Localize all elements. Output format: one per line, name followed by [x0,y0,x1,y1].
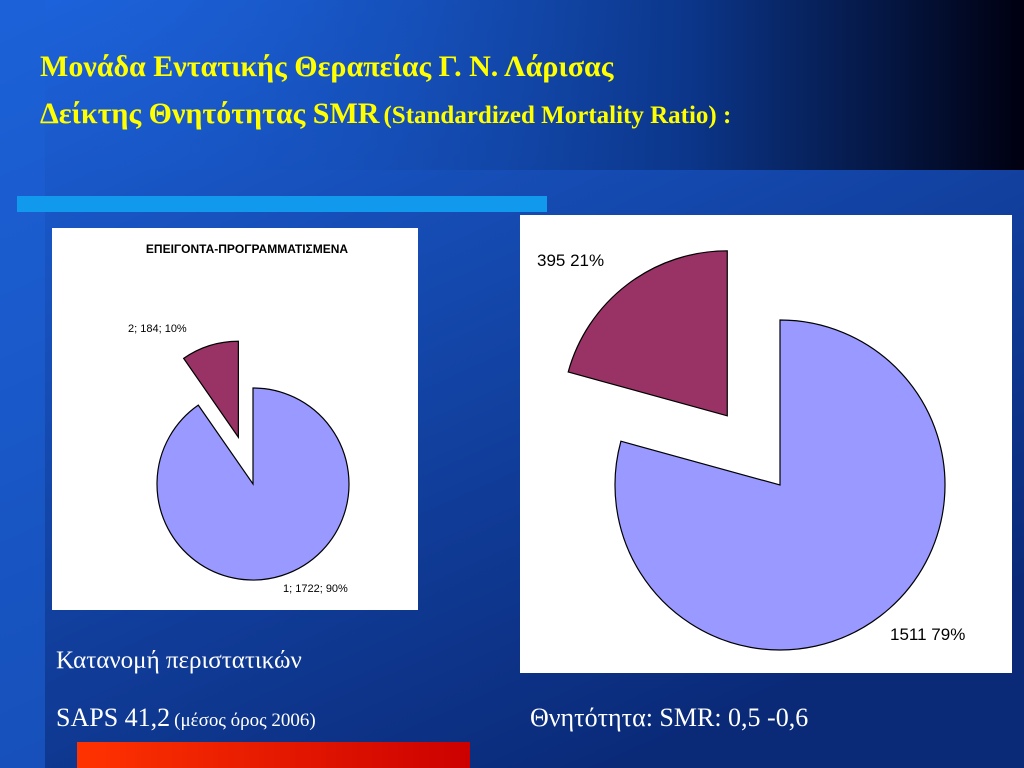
data-label: 2; 184; 10% [128,323,187,335]
pie-slice [156,387,350,581]
pie-slice [567,250,728,417]
caption-main: SAPS 41,2 [56,703,170,732]
caption: SAPS 41,2 (μέσος όρος 2006) [56,703,316,732]
title-band [85,0,1024,170]
left-strip [0,0,45,768]
subtitle-note: (Standardized Mortality Ratio) : [383,102,731,129]
data-label: 1511 79% [890,625,965,644]
charts: ΕΠΕΙΓΟΝΤΑ-ΠΡΟΓΡΑΜΜΑΤΙΣΜΕΝΑ 1; 1722; 90% 2;… [128,242,965,651]
caption: Κατανομή περιστατικών [56,647,302,674]
subtitle-main: Δείκτης Θνητότητας SMR [40,97,380,130]
slide-title: Μονάδα Εντατικής Θεραπείας Γ. Ν. Λάρισας [40,50,614,83]
accent-bar [17,196,547,212]
caption: Θνητότητα: SMR: 0,5 -0,6 [530,703,808,732]
pie-slice [614,319,946,651]
data-label: 1; 1722; 90% [283,583,348,595]
pie-slice [182,340,239,440]
caption-note: (μέσος όρος 2006) [174,710,316,731]
data-label: 395 21% [537,251,604,270]
slide-subtitle: Δείκτης Θνητότητας SMR (Standardized Mor… [40,97,731,130]
accent-bar-bottom [77,742,470,768]
chart-title: ΕΠΕΙΓΟΝΤΑ-ΠΡΟΓΡΑΜΜΑΤΙΣΜΕΝΑ [146,242,349,256]
